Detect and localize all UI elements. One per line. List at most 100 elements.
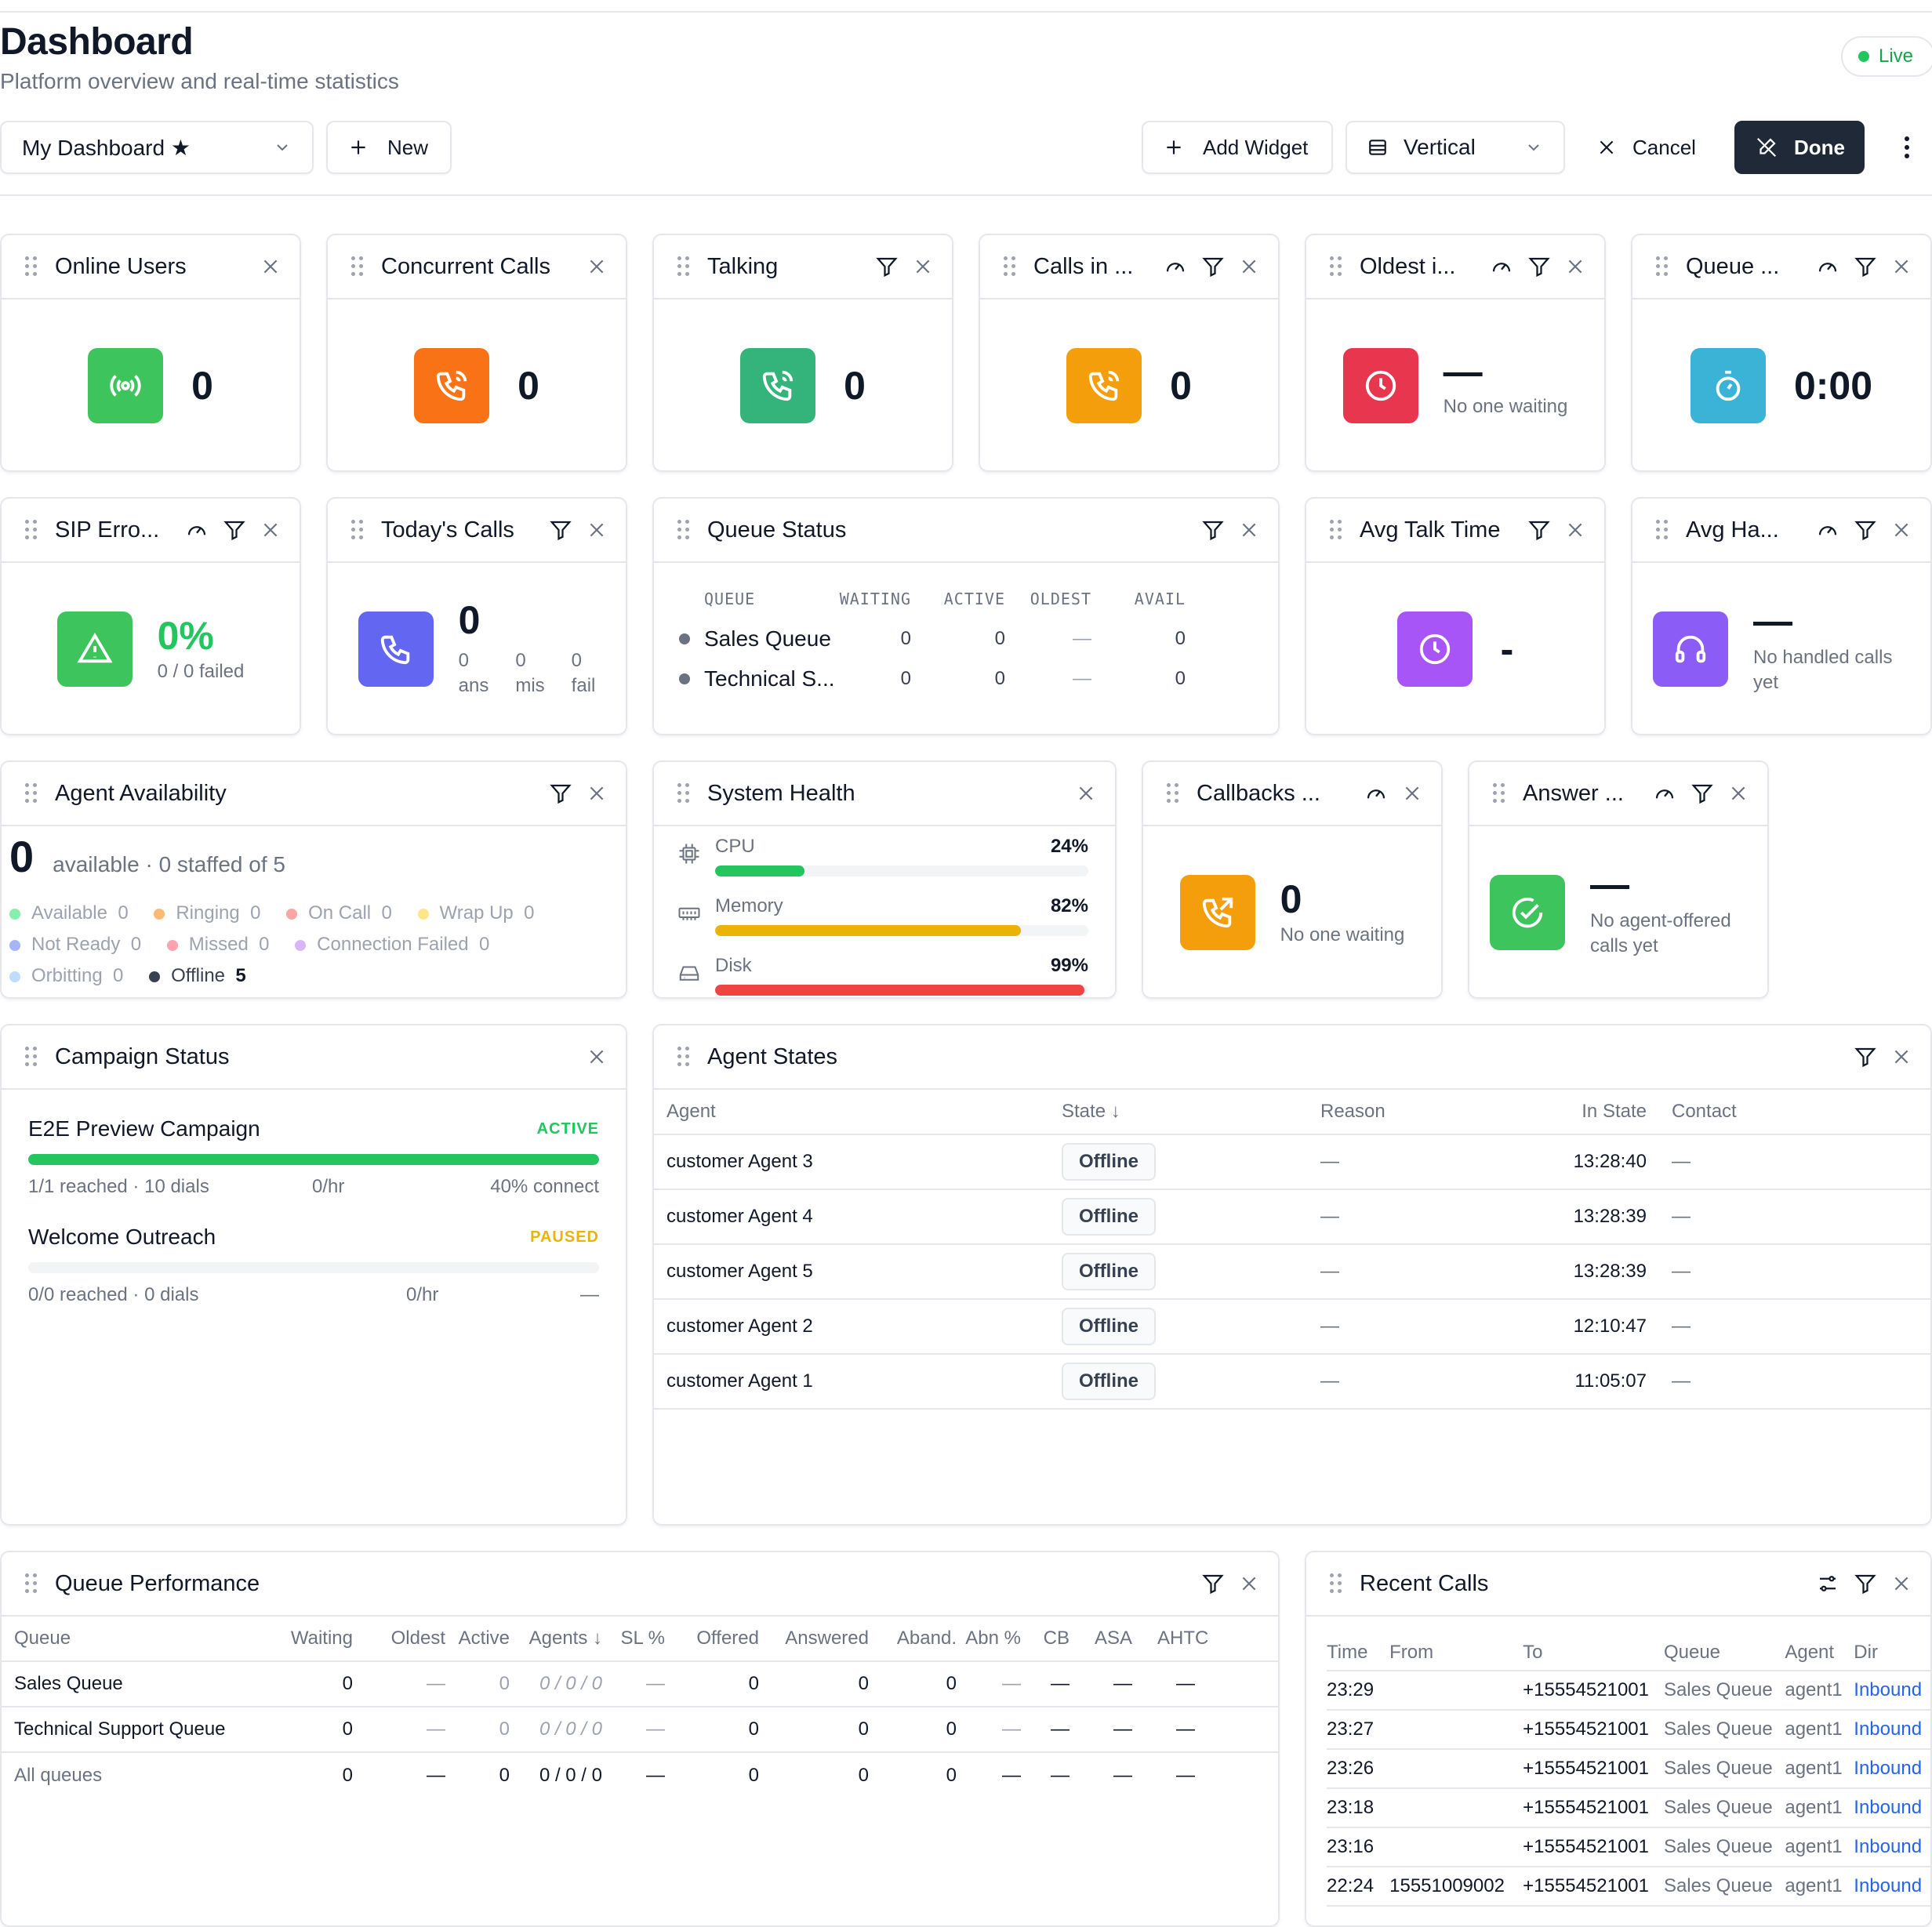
- close-icon[interactable]: [1565, 520, 1585, 540]
- drag-handle-icon[interactable]: [1656, 256, 1669, 277]
- drag-handle-icon[interactable]: [1004, 256, 1016, 277]
- table-row[interactable]: All queues 0—0 0 / 0 / 0—0 0 0— — — —: [14, 1765, 1195, 1786]
- table-row[interactable]: Sales Queue 0—0 0 / 0 / 0—0 0 0— — — —: [2, 1662, 1278, 1707]
- layout-select[interactable]: Vertical: [1346, 121, 1565, 174]
- table-row[interactable]: Technical Support Queue 0—0 0 / 0 / 0—0 0 0—…: [2, 1707, 1278, 1753]
- campaign-item[interactable]: Welcome Outreach PAUSED 0/0 reached · 0 …: [28, 1225, 599, 1305]
- filter-icon[interactable]: [1201, 1572, 1225, 1595]
- agent-row[interactable]: customer Agent 5 Offline — 13:28:39 —: [654, 1245, 1930, 1300]
- close-icon[interactable]: [260, 256, 281, 277]
- drag-handle-icon[interactable]: [351, 520, 364, 540]
- drag-handle-icon[interactable]: [25, 1573, 38, 1594]
- failed-stat: 0 fail: [571, 650, 596, 696]
- drag-handle-icon[interactable]: [1330, 1573, 1342, 1594]
- drag-handle-icon[interactable]: [25, 1047, 38, 1067]
- close-icon[interactable]: [1239, 520, 1259, 540]
- done-button[interactable]: Done: [1734, 121, 1865, 174]
- filter-icon[interactable]: [223, 518, 246, 542]
- gauge-icon[interactable]: [1816, 518, 1839, 542]
- phone-call-icon: [414, 348, 490, 423]
- gauge-icon[interactable]: [1653, 782, 1676, 805]
- direction-link[interactable]: Inbound: [1854, 1758, 1923, 1779]
- close-icon[interactable]: [1891, 1573, 1912, 1594]
- close-icon[interactable]: [913, 256, 933, 277]
- drag-handle-icon[interactable]: [25, 256, 38, 277]
- drag-handle-icon[interactable]: [351, 256, 364, 277]
- filter-icon[interactable]: [1854, 1572, 1877, 1595]
- contact: —: [1672, 1261, 1690, 1282]
- queue-row[interactable]: Sales Queue 0 0 — 0: [679, 619, 1247, 659]
- drag-handle-icon[interactable]: [25, 783, 38, 804]
- direction-link[interactable]: Inbound: [1854, 1797, 1923, 1818]
- close-icon[interactable]: [1565, 256, 1585, 277]
- drag-handle-icon[interactable]: [1656, 520, 1669, 540]
- gauge-icon[interactable]: [1490, 255, 1513, 278]
- chevron-down-icon: [277, 144, 288, 151]
- drag-handle-icon[interactable]: [1330, 256, 1342, 277]
- call-row[interactable]: 23:18 +15554521001 Sales Queue agent1 Inboun…: [1327, 1789, 1930, 1828]
- call-row[interactable]: 22:24 15551009002 +15554521001 Sales Queue a…: [1327, 1867, 1930, 1907]
- direction-link[interactable]: Inbound: [1854, 1875, 1923, 1896]
- gauge-icon[interactable]: [185, 518, 209, 542]
- legend-available: Available 0: [9, 902, 129, 924]
- filter-icon[interactable]: [1527, 518, 1551, 542]
- close-icon[interactable]: [586, 256, 607, 277]
- drag-handle-icon[interactable]: [1167, 783, 1179, 804]
- cancel-button[interactable]: Cancel: [1596, 121, 1696, 174]
- widget-callbacks: Callbacks ... 0 No one waiting: [1142, 760, 1443, 999]
- filter-icon[interactable]: [875, 255, 899, 278]
- close-icon[interactable]: [1891, 1047, 1912, 1067]
- call-row[interactable]: 23:26 +15554521001 Sales Queue agent1 Inboun…: [1327, 1750, 1930, 1789]
- close-icon[interactable]: [586, 1047, 607, 1067]
- drag-handle-icon[interactable]: [677, 256, 690, 277]
- queue-row[interactable]: Technical S... 0 0 — 0: [679, 659, 1247, 699]
- call-row[interactable]: 23:27 +15554521001 Sales Queue agent1 Inboun…: [1327, 1711, 1930, 1750]
- filter-icon[interactable]: [549, 518, 572, 542]
- filter-icon[interactable]: [549, 782, 572, 805]
- drag-handle-icon[interactable]: [677, 1047, 690, 1067]
- close-icon[interactable]: [1891, 256, 1912, 277]
- drag-handle-icon[interactable]: [677, 520, 690, 540]
- agent-row[interactable]: customer Agent 1 Offline — 11:05:07 —: [654, 1355, 1930, 1410]
- close-icon[interactable]: [1239, 1573, 1259, 1594]
- filter-icon[interactable]: [1527, 255, 1551, 278]
- dashboard-select[interactable]: My Dashboard ★: [0, 121, 314, 174]
- more-menu-button[interactable]: [1891, 121, 1923, 174]
- sliders-icon[interactable]: [1816, 1572, 1839, 1595]
- new-dashboard-button[interactable]: New: [326, 121, 452, 174]
- gauge-icon[interactable]: [1364, 782, 1388, 805]
- add-widget-button[interactable]: Add Widget: [1142, 121, 1333, 174]
- close-icon[interactable]: [260, 520, 281, 540]
- gauge-icon[interactable]: [1816, 255, 1839, 278]
- filter-icon[interactable]: [1854, 518, 1877, 542]
- drag-handle-icon[interactable]: [25, 520, 38, 540]
- filter-icon[interactable]: [1854, 1045, 1877, 1069]
- agent-row[interactable]: customer Agent 3 Offline — 13:28:40 —: [654, 1135, 1930, 1190]
- widget-title: Calls in ...: [1033, 253, 1134, 279]
- direction-link[interactable]: Inbound: [1854, 1679, 1923, 1700]
- agent-row[interactable]: customer Agent 2 Offline — 12:10:47 —: [654, 1300, 1930, 1355]
- campaign-item[interactable]: E2E Preview Campaign ACTIVE 1/1 reached …: [28, 1116, 599, 1197]
- close-icon[interactable]: [1239, 256, 1259, 277]
- close-icon[interactable]: [586, 520, 607, 540]
- widget-title: Oldest i...: [1360, 253, 1456, 279]
- gauge-icon[interactable]: [1164, 255, 1187, 278]
- close-icon[interactable]: [1891, 520, 1912, 540]
- drag-handle-icon[interactable]: [1330, 520, 1342, 540]
- close-icon[interactable]: [1402, 783, 1422, 804]
- drag-handle-icon[interactable]: [677, 783, 690, 804]
- close-icon[interactable]: [1076, 783, 1096, 804]
- filter-icon[interactable]: [1201, 518, 1225, 542]
- close-icon[interactable]: [586, 783, 607, 804]
- filter-icon[interactable]: [1690, 782, 1714, 805]
- agent-row[interactable]: customer Agent 4 Offline — 13:28:39 —: [654, 1190, 1930, 1245]
- close-icon[interactable]: [1728, 783, 1749, 804]
- filter-icon[interactable]: [1854, 255, 1877, 278]
- sort-state-header[interactable]: State ↓: [1062, 1101, 1120, 1122]
- call-row[interactable]: 23:16 +15554521001 Sales Queue agent1 Inboun…: [1327, 1828, 1930, 1867]
- drag-handle-icon[interactable]: [1493, 783, 1505, 804]
- filter-icon[interactable]: [1201, 255, 1225, 278]
- call-row[interactable]: 23:29 +15554521001 Sales Queue agent1 Inboun…: [1327, 1671, 1930, 1711]
- direction-link[interactable]: Inbound: [1854, 1836, 1923, 1857]
- direction-link[interactable]: Inbound: [1854, 1718, 1923, 1740]
